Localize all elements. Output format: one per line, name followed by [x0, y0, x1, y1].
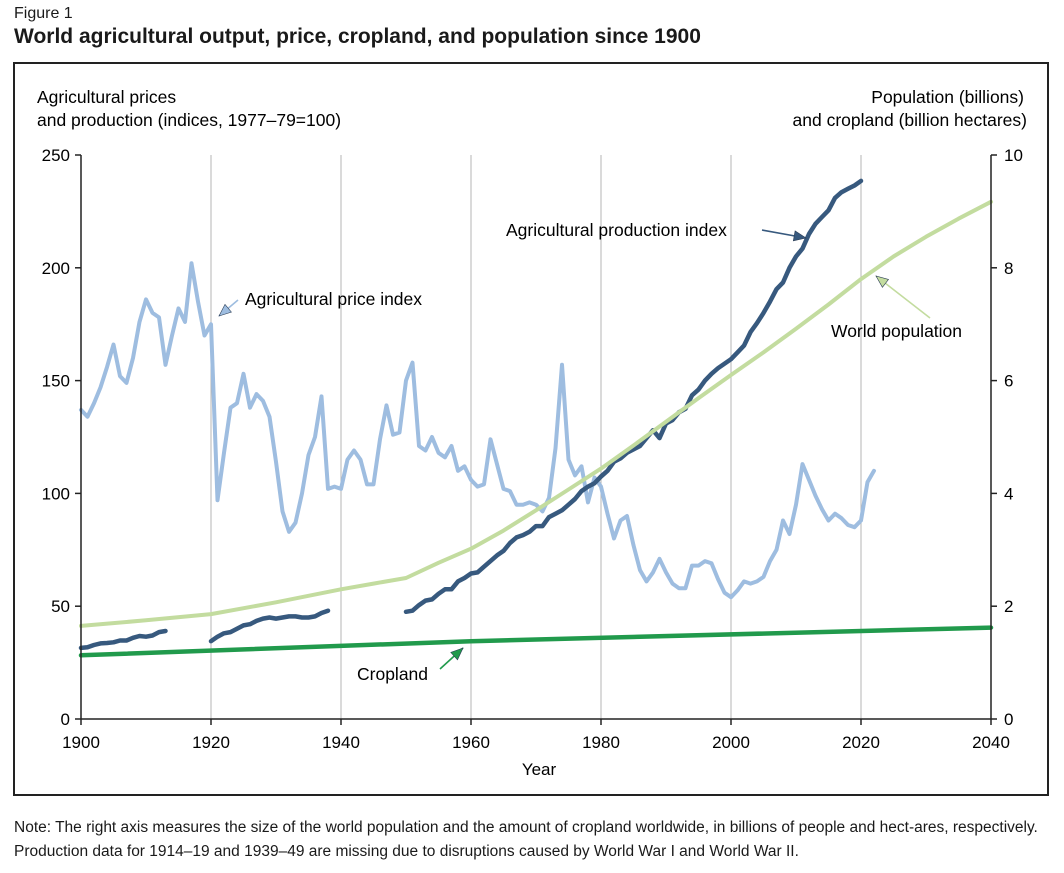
left-tick-label-50: 50 [51, 597, 70, 616]
population-arrow [875, 275, 931, 319]
right-tick-label-4: 4 [1004, 484, 1013, 503]
chart-svg: 0 50 100 150 200 250 0 2 4 6 8 10 1900 1920 1940 1960 19… [37, 87, 1027, 779]
grid-lines [210, 155, 862, 719]
price-arrow [218, 299, 239, 317]
axis-labels: Agricultural prices and production (indi… [37, 87, 1027, 779]
right-tick-label-8: 8 [1004, 259, 1013, 278]
chart-frame [13, 62, 1049, 796]
figure-label: Figure 1 [14, 5, 73, 22]
x-tick-label-1960: 1960 [452, 733, 490, 752]
left-tick-label-100: 100 [42, 484, 70, 503]
annotation-population: World population [831, 321, 962, 341]
right-tick-label-2: 2 [1004, 597, 1013, 616]
series-lines [78, 178, 994, 658]
x-tick-label-1940: 1940 [322, 733, 360, 752]
annotation-price: Agricultural price index [245, 289, 422, 309]
production-line-segment-1 [78, 628, 168, 651]
x-axis-title: Year [522, 760, 557, 779]
left-axis-title-line1: Agricultural prices [37, 87, 176, 107]
x-tick-label-1920: 1920 [192, 733, 230, 752]
right-tick-label-6: 6 [1004, 372, 1013, 391]
annotation-cropland: Cropland [357, 664, 428, 684]
left-tick-label-200: 200 [42, 259, 70, 278]
axes: 0 50 100 150 200 250 0 2 4 6 8 10 1900 1920 1940 1960 19… [42, 146, 1023, 752]
cropland-line [78, 625, 994, 658]
right-axis-title-line2: and cropland (billion hectares) [793, 110, 1027, 130]
production-line-segment-2 [208, 608, 331, 644]
production-arrow [761, 229, 807, 242]
right-axis-title-line1: Population (billions) [871, 87, 1024, 107]
left-axis-title-line2: and production (indices, 1977–79=100) [37, 110, 341, 130]
price-line [79, 261, 876, 600]
annotation-production: Agricultural production index [506, 220, 727, 240]
x-tick-label-2020: 2020 [842, 733, 880, 752]
x-tick-label-1980: 1980 [582, 733, 620, 752]
left-tick-label-250: 250 [42, 146, 70, 165]
x-tick-label-2040: 2040 [972, 733, 1010, 752]
x-tick-label-1900: 1900 [62, 733, 100, 752]
left-tick-label-150: 150 [42, 372, 70, 391]
left-tick-label-0: 0 [61, 710, 70, 729]
footnote: Note: The right axis measures the size o… [14, 819, 1038, 860]
production-line-segment-3 [403, 178, 864, 615]
x-tick-label-2000: 2000 [712, 733, 750, 752]
population-line [79, 199, 993, 628]
right-tick-label-10: 10 [1004, 146, 1023, 165]
annotations: Agricultural production index Agricultur… [218, 220, 962, 684]
cropland-arrow [439, 647, 464, 670]
right-tick-label-0: 0 [1004, 710, 1013, 729]
chart-title: World agricultural output, price, cropla… [14, 25, 701, 48]
